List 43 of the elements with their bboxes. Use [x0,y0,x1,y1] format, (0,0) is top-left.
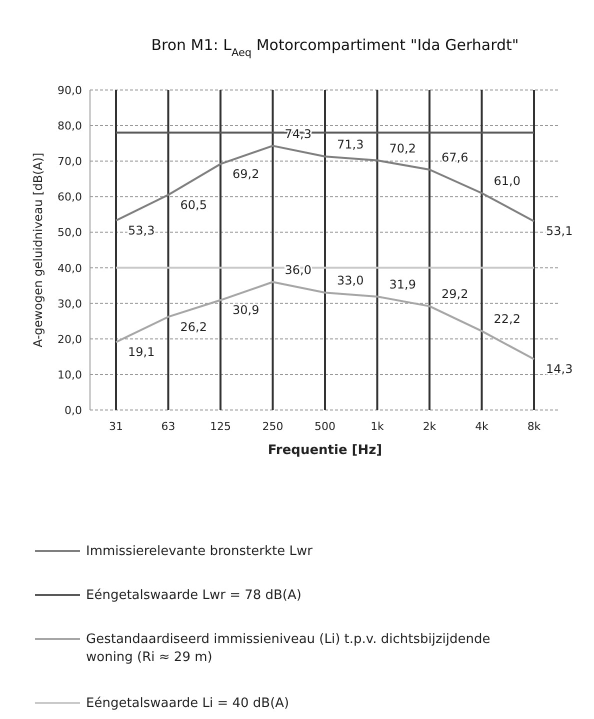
data-label: 67,6 [442,150,468,165]
x-tick-label: 2k [422,420,437,433]
legend-label: Immissierelevante bronsterkte Lwr [86,544,314,559]
data-label: 29,2 [442,287,468,302]
y-tick-label: 20,0 [58,332,82,346]
x-tick-label: 250 [262,420,284,433]
data-label: 69,2 [232,166,260,181]
x-tick-label: 8k [527,420,542,433]
data-label: 71,3 [337,137,364,152]
x-tick-label: 31 [109,420,123,433]
x-tick-label: 1k [370,420,385,433]
data-label: 33,0 [337,274,364,288]
x-tick-label: 500 [314,420,336,433]
data-label: 14,3 [546,362,573,376]
data-label: 53,1 [546,224,573,238]
chart-title: Bron M1: L$_{Aeq}$ Motorcompartiment "Ida Gerhardt" [151,36,519,59]
data-label: 61,0 [494,174,520,188]
y-tick-label: 70,0 [58,155,82,168]
y-tick-label: 50,0 [58,226,82,240]
y-tick-label: 40,0 [58,262,82,275]
x-tick-label: 125 [210,420,231,433]
y-tick-label: 90,0 [58,84,82,97]
legend-label: Eéngetalswaarde Li = 40 dB(A) [86,696,290,711]
data-label: 26,2 [180,320,207,334]
data-label: 31,9 [389,278,416,292]
y-tick-label: 30,0 [58,297,82,310]
data-label: 36,0 [284,263,312,277]
y-tick-label: 0,0 [64,404,82,417]
y-tick-label: 60,0 [58,190,82,204]
data-label: 60,5 [180,198,207,212]
x-tick-label: 4k [475,420,490,433]
data-label: 22,2 [494,312,520,326]
y-tick-label: 10,0 [58,368,82,382]
x-axis-title: Frequentie [Hz] [268,443,382,458]
data-label: 19,1 [128,345,155,360]
x-tick-label: 63 [161,420,176,433]
data-label: 30,9 [232,303,260,318]
y-axis-title: A-gewogen geluidniveau [dB(A)] [31,152,45,348]
y-tick-label: 80,0 [58,120,82,133]
data-label: 70,2 [389,141,416,156]
legend-label: Eéngetalswaarde Lwr = 78 dB(A) [86,588,302,603]
data-label: 53,3 [128,223,155,238]
legend-label: Gestandaardiseerd immissieniveau (Li) t.p.v. dichtsbijzijdende woning (Ri ≈ 29 m) [86,632,490,665]
